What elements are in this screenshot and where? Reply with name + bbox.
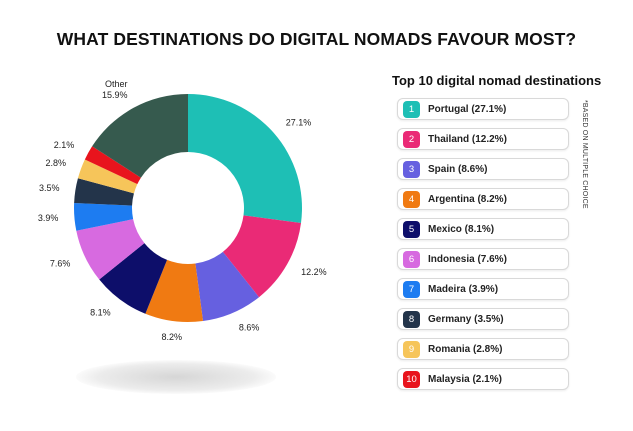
legend-item-label: Portugal (27.1%) xyxy=(428,103,507,115)
slice-label-other-name: Other xyxy=(105,79,128,89)
donut-slice-thailand xyxy=(222,215,302,298)
chart-title: WHAT DESTINATIONS DO DIGITAL NOMADS FAVO… xyxy=(56,29,577,49)
legend-item-label: Indonesia (7.6%) xyxy=(428,253,507,265)
legend-number-badge: 4 xyxy=(403,190,420,208)
donut-slice-other xyxy=(92,94,188,178)
legend-number-badge: 6 xyxy=(403,250,420,268)
slice-label-malaysia: 2.1% xyxy=(54,140,75,150)
legend-number-badge: 5 xyxy=(403,220,420,238)
donut-slice-malaysia xyxy=(84,146,141,185)
slice-label-madeira: 3.9% xyxy=(38,213,59,223)
slice-label-spain: 8.6% xyxy=(239,323,260,333)
legend-number-badge: 8 xyxy=(403,310,420,328)
donut-slice-portugal xyxy=(188,94,302,223)
legend-item-label: Malaysia (2.1%) xyxy=(428,373,502,385)
legend-item: 6 Indonesia (7.6%) xyxy=(397,248,569,270)
donut-slice-indonesia xyxy=(76,219,145,280)
legend-item: 8 Germany (3.5%) xyxy=(397,308,569,330)
legend-item-label: Argentina (8.2%) xyxy=(428,193,507,205)
legend: 1 Portugal (27.1%) 2 Thailand (12.2%) 3 Spain… xyxy=(397,98,569,398)
legend-item: 10 Malaysia (2.1%) xyxy=(397,368,569,390)
legend-item: 3 Spain (8.6%) xyxy=(397,158,569,180)
legend-item: 1 Portugal (27.1%) xyxy=(397,98,569,120)
slice-label-mexico: 8.1% xyxy=(90,307,111,317)
donut-slice-spain xyxy=(195,251,259,322)
donut-shadow xyxy=(76,360,276,394)
donut-slice-madeira xyxy=(74,202,134,231)
side-note: *BASED ON MULTIPLE CHOICE xyxy=(581,100,588,209)
slice-label-germany: 3.5% xyxy=(39,183,60,193)
legend-item: 7 Madeira (3.9%) xyxy=(397,278,569,300)
legend-number-badge: 7 xyxy=(403,280,420,298)
legend-item-label: Germany (3.5%) xyxy=(428,313,504,325)
legend-number-badge: 3 xyxy=(403,160,420,178)
donut-slice-argentina xyxy=(145,259,203,323)
slice-label-thailand: 12.2% xyxy=(301,267,327,277)
legend-item: 9 Romania (2.8%) xyxy=(397,338,569,360)
legend-item-label: Romania (2.8%) xyxy=(428,343,503,355)
donut-slice-romania xyxy=(77,159,138,194)
donut-slice-mexico xyxy=(99,243,168,314)
legend-number-badge: 10 xyxy=(403,370,420,388)
legend-item-label: Madeira (3.9%) xyxy=(428,283,499,295)
legend-item-label: Thailand (12.2%) xyxy=(428,133,507,145)
legend-number-badge: 9 xyxy=(403,340,420,358)
legend-item: 4 Argentina (8.2%) xyxy=(397,188,569,210)
slice-label-indonesia: 7.6% xyxy=(50,258,71,268)
slice-label-romania: 2.8% xyxy=(45,158,66,168)
legend-title: Top 10 digital nomad destinations xyxy=(392,73,602,88)
legend-item: 2 Thailand (12.2%) xyxy=(397,128,569,150)
legend-item-label: Mexico (8.1%) xyxy=(428,223,495,235)
legend-number-badge: 2 xyxy=(403,130,420,148)
legend-item-label: Spain (8.6%) xyxy=(428,163,488,175)
slice-label-other-value: 15.9% xyxy=(102,90,128,100)
donut-slice-germany xyxy=(74,178,134,206)
slice-label-argentina: 8.2% xyxy=(161,332,182,342)
slice-label-portugal: 27.1% xyxy=(286,117,312,127)
legend-number-badge: 1 xyxy=(403,100,420,118)
legend-item: 5 Mexico (8.1%) xyxy=(397,218,569,240)
